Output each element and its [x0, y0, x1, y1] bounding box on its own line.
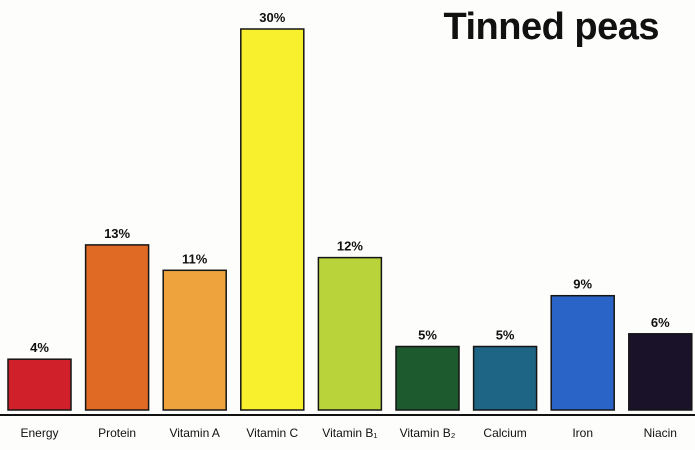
- category-label: Niacin: [644, 426, 677, 440]
- chart-title: Tinned peas: [443, 6, 659, 48]
- bar: [317, 256, 383, 411]
- bar: [162, 269, 227, 411]
- data-label: 5%: [496, 328, 515, 343]
- data-label: 6%: [651, 315, 670, 330]
- category-label: Vitamin B₁: [322, 426, 377, 440]
- bar: [395, 345, 460, 411]
- category-label: Vitamin A: [169, 426, 219, 440]
- category-label: Vitamin B₂: [400, 426, 456, 440]
- category-label: Protein: [98, 426, 136, 440]
- bar: [7, 358, 72, 411]
- data-label: 30%: [259, 10, 285, 25]
- data-label: 4%: [30, 340, 49, 355]
- category-label: Energy: [20, 426, 58, 440]
- data-label: 11%: [182, 251, 208, 266]
- category-label: Iron: [572, 426, 593, 440]
- bar: [550, 294, 615, 411]
- bar: [628, 333, 693, 411]
- data-label: 12%: [337, 239, 363, 254]
- data-label: 5%: [418, 328, 437, 343]
- bar: [472, 345, 538, 411]
- bar: [240, 28, 305, 411]
- category-label: Calcium: [483, 426, 526, 440]
- category-label: Vitamin C: [246, 426, 298, 440]
- data-label: 13%: [104, 226, 130, 241]
- data-label: 9%: [573, 277, 592, 292]
- bar: [84, 244, 150, 411]
